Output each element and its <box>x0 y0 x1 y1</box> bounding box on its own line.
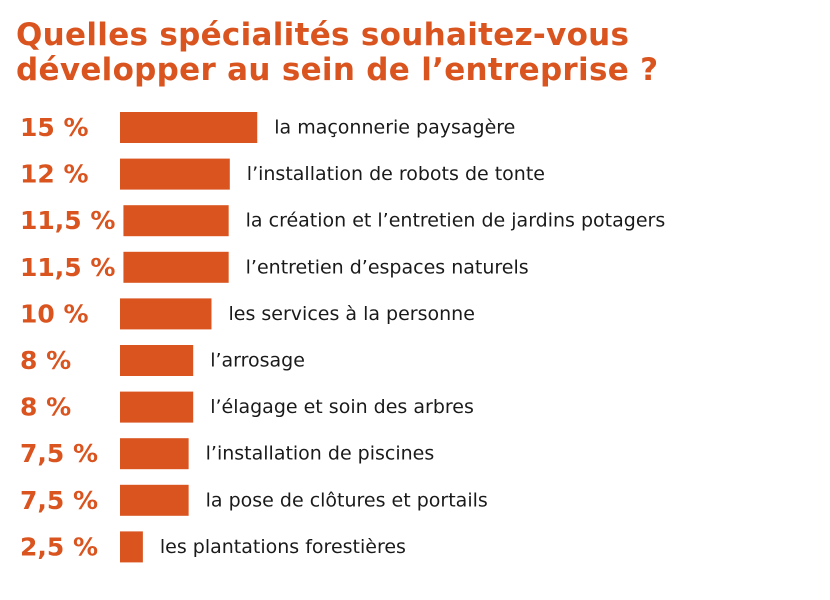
category-label: les plantations forestières <box>160 536 406 558</box>
bar <box>120 158 230 190</box>
value-label: 12 % <box>20 160 89 189</box>
category-label: l’arrosage <box>210 350 305 372</box>
bar <box>123 205 229 237</box>
value-label: 11,5 % <box>20 206 115 235</box>
category-label: l’élagage et soin des arbres <box>210 396 474 418</box>
category-label: la pose de clôtures et portails <box>206 489 488 511</box>
value-label: 11,5 % <box>20 253 115 282</box>
value-label: 8 % <box>20 393 71 422</box>
bar <box>120 438 189 470</box>
bar <box>123 251 229 283</box>
value-label: 7,5 % <box>20 439 98 468</box>
value-label: 8 % <box>20 346 71 375</box>
value-label: 7,5 % <box>20 486 98 515</box>
chart-title-line-2: développer au sein de l’entreprise ? <box>16 52 659 88</box>
value-label: 2,5 % <box>20 532 98 561</box>
category-label: la maçonnerie paysagère <box>274 117 515 139</box>
bar <box>120 484 189 516</box>
category-label: les services à la personne <box>229 303 475 325</box>
bar <box>120 112 258 143</box>
chart-title-line-1: Quelles spécialités souhaitez-vous <box>16 17 630 53</box>
bar <box>120 298 212 330</box>
category-label: l’installation de piscines <box>206 443 435 465</box>
bar <box>120 531 143 563</box>
value-label: 10 % <box>20 299 89 328</box>
category-label: la création et l’entretien de jardins po… <box>246 210 666 232</box>
bar <box>120 345 194 376</box>
bar <box>120 391 194 423</box>
category-label: l’installation de robots de tonte <box>247 163 545 185</box>
chart-title: Quelles spécialités souhaitez-vous dével… <box>16 18 658 88</box>
category-label: l’entretien d’espaces naturels <box>246 256 529 278</box>
value-label: 15 % <box>20 113 89 142</box>
